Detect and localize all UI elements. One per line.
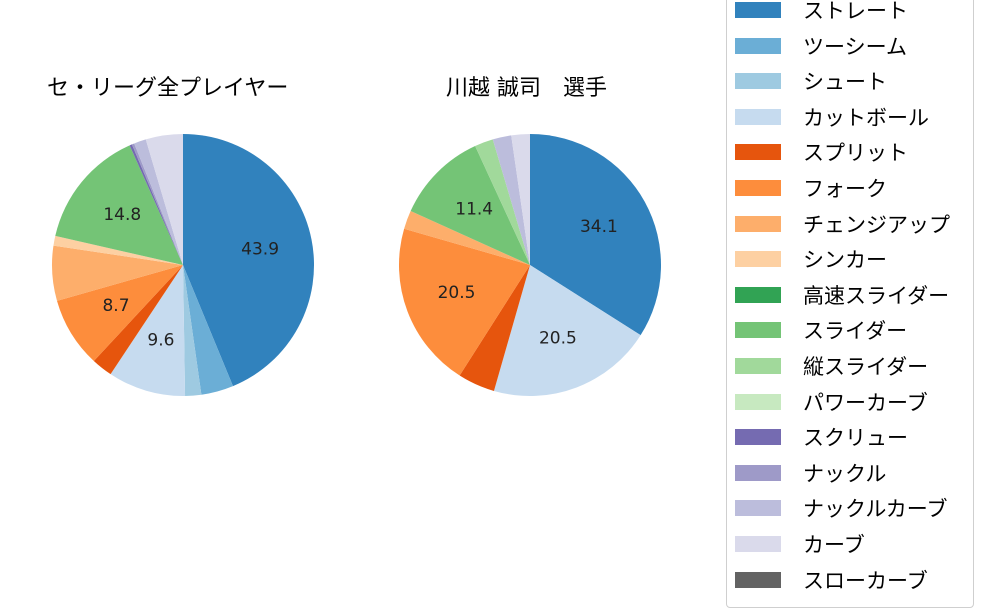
legend-label: 高速スライダー bbox=[803, 283, 950, 308]
legend-item: カーブ bbox=[735, 529, 865, 559]
legend-swatch bbox=[735, 500, 781, 517]
pie-data-label-1-9: 11.4 bbox=[455, 200, 493, 220]
legend-swatch bbox=[735, 251, 781, 268]
pie-slice-1-6 bbox=[404, 211, 530, 265]
pie-slice-0-0 bbox=[183, 134, 315, 387]
pie-slice-0-2 bbox=[183, 265, 202, 396]
pie-title-player: 川越 誠司 選手 bbox=[446, 76, 607, 101]
legend-label: ストレート bbox=[803, 0, 908, 23]
legend-item: フォーク bbox=[735, 173, 887, 203]
pie-slice-0-14 bbox=[134, 139, 183, 265]
pie-slice-0-9 bbox=[55, 145, 183, 265]
pie-slice-0-7 bbox=[53, 235, 184, 265]
legend-swatch bbox=[735, 536, 781, 552]
legend-swatch bbox=[735, 215, 781, 232]
pie-slice-0-4 bbox=[93, 265, 183, 375]
legend-label: フォーク bbox=[803, 177, 887, 201]
pie-slice-1-14 bbox=[492, 135, 530, 265]
pie-slice-0-6 bbox=[52, 245, 184, 301]
pie-slice-0-3 bbox=[110, 265, 186, 396]
legend-swatch bbox=[735, 286, 781, 303]
legend-swatch bbox=[735, 322, 781, 339]
legend-item: ナックルカーブ bbox=[735, 493, 947, 523]
legend-label: カットボール bbox=[803, 105, 929, 130]
pie-slice-0-5 bbox=[57, 265, 183, 361]
pie-slice-1-10 bbox=[475, 139, 530, 265]
pie-slice-0-1 bbox=[183, 265, 233, 395]
legend-item: パワーカーブ bbox=[735, 387, 928, 417]
pie-data-label-1-5: 20.5 bbox=[438, 283, 476, 303]
legend-item: ナックル bbox=[735, 458, 886, 488]
legend-label: スライダー bbox=[803, 319, 908, 344]
legend-label: シュート bbox=[803, 70, 887, 95]
legend-item: カットボール bbox=[735, 102, 929, 132]
legend-swatch bbox=[735, 108, 781, 125]
legend-label: スローカーブ bbox=[803, 568, 928, 593]
legend-item: スプリット bbox=[735, 137, 908, 167]
legend-item: シンカー bbox=[735, 244, 887, 274]
legend-swatch bbox=[735, 73, 781, 90]
pie-slice-1-15 bbox=[511, 134, 530, 265]
legend-item: シュート bbox=[735, 66, 887, 96]
pie-slice-0-13 bbox=[131, 143, 183, 265]
legend-swatch bbox=[735, 571, 781, 588]
legend-swatch bbox=[735, 144, 781, 161]
legend-item: スローカーブ bbox=[735, 565, 928, 595]
pie-slice-1-3 bbox=[493, 265, 641, 396]
pie-data-label-0-0: 43.9 bbox=[241, 240, 279, 260]
legend-label: シンカー bbox=[803, 248, 887, 273]
legend-label: スクリュー bbox=[803, 426, 908, 451]
pie-title-league: セ・リーグ全プレイヤー bbox=[47, 76, 289, 101]
legend-item: ストレート bbox=[735, 0, 908, 25]
legend-label: ナックルカーブ bbox=[803, 497, 948, 522]
legend-swatch bbox=[735, 393, 781, 410]
pie-data-label-1-0: 34.1 bbox=[580, 217, 618, 237]
legend-label: カーブ bbox=[803, 533, 865, 557]
legend-swatch bbox=[735, 464, 781, 481]
legend-swatch bbox=[735, 358, 781, 374]
legend-label: チェンジアップ bbox=[803, 212, 950, 237]
legend-label: 縦スライダー bbox=[803, 355, 929, 379]
pie-slice-1-5 bbox=[398, 228, 530, 376]
pie-slice-1-4 bbox=[459, 265, 530, 391]
pie-data-label-1-3: 20.5 bbox=[539, 329, 577, 349]
pie-slice-0-15 bbox=[145, 134, 183, 265]
pie-charts: 43.9 9.6 8.7 14.8 34.1 20.5 20.5 11.4 bbox=[52, 134, 662, 396]
pie-data-label-0-9: 14.8 bbox=[103, 205, 141, 225]
legend-label: スプリット bbox=[803, 141, 908, 166]
legend-swatch bbox=[735, 180, 781, 196]
pie-slice-1-0 bbox=[530, 134, 662, 336]
legend-item: 高速スライダー bbox=[735, 280, 949, 310]
legend-item: スライダー bbox=[735, 315, 907, 345]
legend-item: 縦スライダー bbox=[735, 351, 928, 381]
pie-slice-0-12 bbox=[129, 144, 183, 265]
legend-swatch bbox=[735, 429, 781, 446]
legend-item: ツーシーム bbox=[735, 31, 907, 61]
legend-label: ナックル bbox=[803, 461, 887, 486]
legend-label: パワーカーブ bbox=[803, 390, 928, 415]
legend-swatch bbox=[735, 37, 781, 54]
legend: ストレートツーシームシュートカットボール スプリットフォークチェンジアップ シンカー… bbox=[726, 0, 974, 608]
legend-label: ツーシーム bbox=[803, 34, 907, 59]
legend-item: スクリュー bbox=[735, 422, 908, 452]
legend-swatch bbox=[735, 2, 781, 18]
pie-slice-1-9 bbox=[410, 146, 530, 265]
legend-item: チェンジアップ bbox=[735, 209, 950, 239]
pie-data-label-0-3: 9.6 bbox=[147, 330, 174, 350]
pie-data-label-0-5: 8.7 bbox=[102, 296, 129, 316]
